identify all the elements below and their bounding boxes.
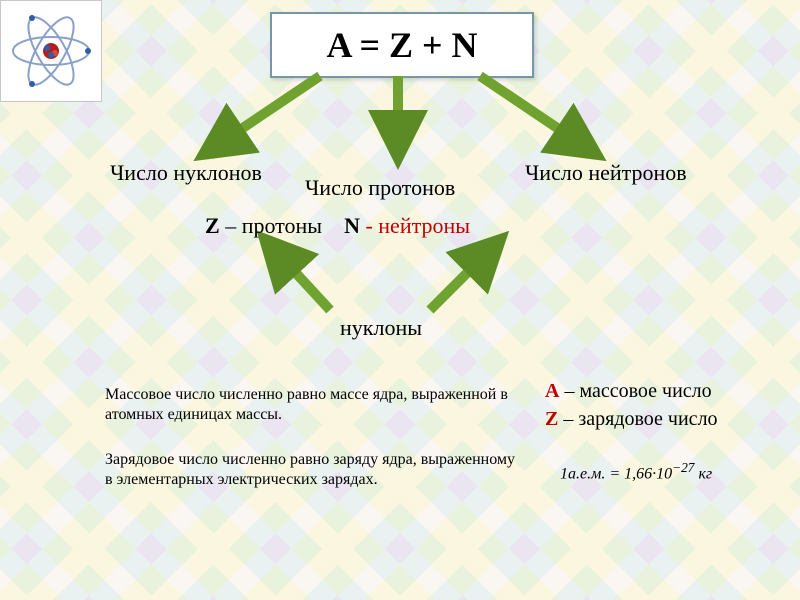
def-A: A – массовое число (545, 380, 712, 403)
charge-paragraph: Зарядовое число численно равно заряду яд… (105, 450, 525, 490)
def-Z: Z – зарядовое число (545, 408, 718, 431)
def-A-text: – массовое число (559, 380, 711, 402)
n-symbol: N (344, 213, 360, 238)
formula-box: A = Z + N (270, 12, 534, 78)
def-Z-text: – зарядовое число (558, 408, 717, 430)
label-protons: Число протонов (305, 175, 455, 201)
zn-line: Z – протоны N - нейтроны (205, 213, 470, 239)
z-text: – протоны (220, 213, 322, 238)
amu-unit: кг (694, 465, 712, 482)
label-nucleons: Число нуклонов (110, 160, 262, 186)
z-symbol: Z (205, 213, 220, 238)
mass-paragraph: Массовое число численно равно массе ядра… (105, 385, 525, 425)
nucleons-center-label: нуклоны (340, 315, 422, 341)
arrows-svg (0, 0, 800, 600)
amu-prefix: 1а.е.м. = 1,66·10 (560, 465, 672, 482)
def-Z-sym: Z (545, 408, 558, 430)
atom-icon (0, 0, 102, 102)
amu-exp: −27 (672, 460, 694, 475)
label-neutrons: Число нейтронов (525, 160, 687, 186)
amu-value: 1а.е.м. = 1,66·10−27 кг (560, 460, 712, 483)
formula-text: A = Z + N (326, 24, 477, 66)
n-text: - нейтроны (360, 213, 470, 238)
def-A-sym: A (545, 380, 559, 402)
